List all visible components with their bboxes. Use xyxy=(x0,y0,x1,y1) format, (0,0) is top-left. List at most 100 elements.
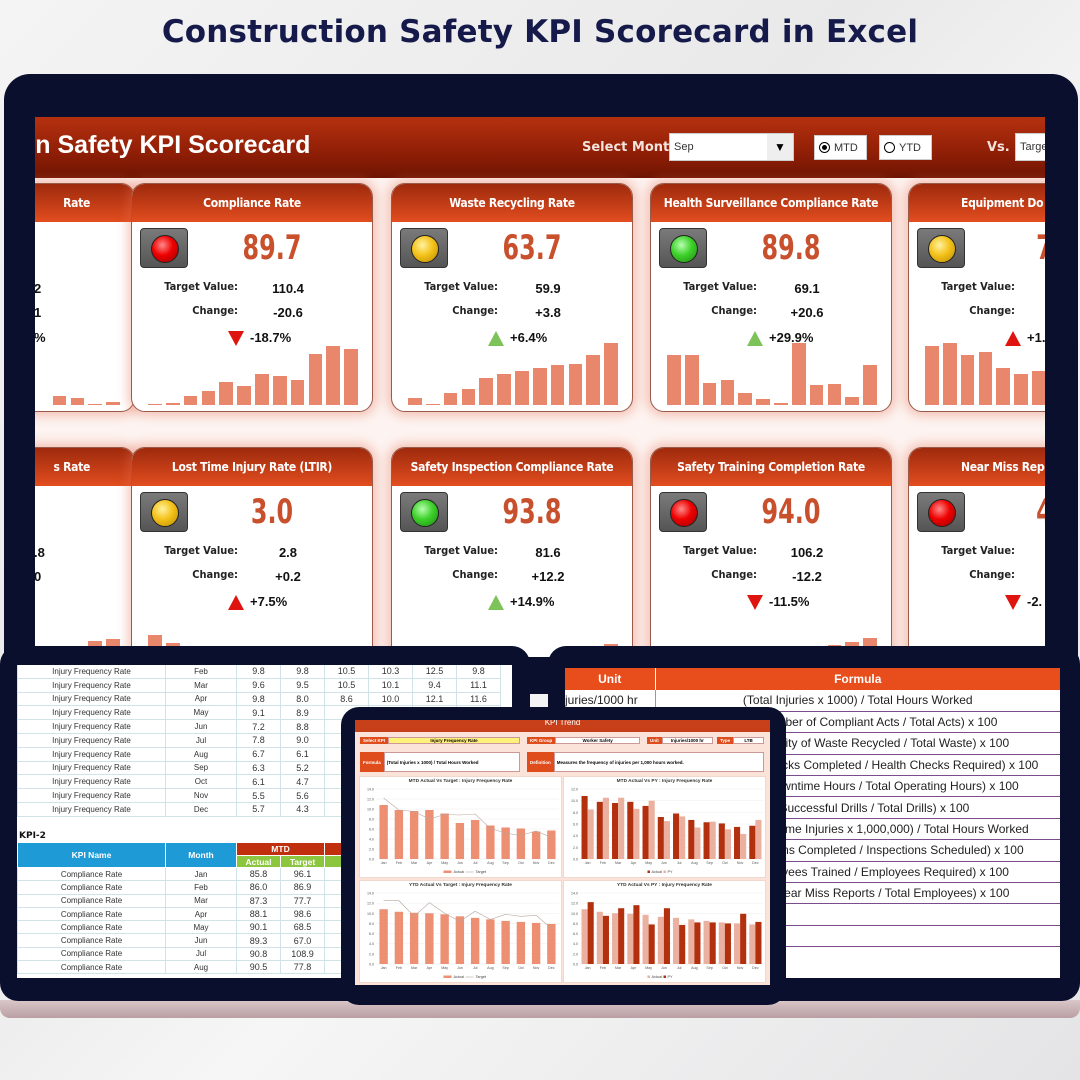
col-group-mtd: MTD xyxy=(235,842,326,856)
col-target: Target xyxy=(279,855,326,868)
vs-dropdown[interactable]: Targe xyxy=(1015,133,1045,161)
table-row: Injury Frequency Rate Mar 9.6 9.5 10.5 10.1 9.… xyxy=(17,677,501,693)
trend-chart: YTD Actual Vs PY : Injury Frequency Rate… xyxy=(563,880,766,983)
unit-label: Unit xyxy=(647,737,662,744)
change-value: +20.6 xyxy=(790,305,824,320)
value-cell: 90.1 xyxy=(236,920,281,935)
kpi-name-cell: Injury Frequency Rate xyxy=(17,665,166,679)
value-cell: 98.6 xyxy=(279,906,326,922)
value-cell: 96.1 xyxy=(279,866,326,882)
kpi-name-cell: Compliance Rate xyxy=(17,866,166,882)
month-cell: Oct xyxy=(165,774,237,790)
value-cell: 9.1 xyxy=(236,705,281,721)
x-tick-label: Mar xyxy=(615,966,622,970)
sparkline-bar xyxy=(183,395,198,405)
bar-py xyxy=(679,816,686,859)
legend-label: Target xyxy=(476,975,487,979)
value-cell: 10.1 xyxy=(368,677,413,693)
sparkline-bar xyxy=(1032,370,1045,405)
value-cell: 9.6 xyxy=(236,677,281,693)
kpi-card: Compliance Rate 89.7 Target Value: Change: 1… xyxy=(131,183,373,412)
value-cell: 89.3 xyxy=(236,933,281,948)
kpi-card: Lost Time Injury Rate (LTIR) 3.0 Target Va… xyxy=(131,447,373,657)
select-month-label: Select Month xyxy=(582,140,679,155)
sparkline-bar xyxy=(667,355,681,405)
sparkline-bar xyxy=(237,385,251,405)
sparkline-bar xyxy=(756,398,770,405)
target-value: 69.1 xyxy=(794,281,820,296)
x-tick-label: Feb xyxy=(600,861,606,865)
traffic-light-icon xyxy=(400,492,448,532)
change-label: Change: xyxy=(452,304,498,317)
month-cell: Feb xyxy=(165,880,237,895)
definition-label: Definition xyxy=(527,752,554,772)
bar-py xyxy=(633,808,640,859)
change-label: Change: xyxy=(452,568,498,581)
bar-actual xyxy=(440,813,449,859)
arrow-up-icon xyxy=(488,331,504,347)
value-cell: 90.8 xyxy=(236,946,281,962)
bar-actual xyxy=(627,913,634,964)
mtd-radio[interactable]: MTD xyxy=(814,135,867,160)
arrow-down-icon xyxy=(1005,595,1021,611)
y-tick-label: 8.0 xyxy=(573,811,578,815)
x-tick-label: Jul xyxy=(473,861,478,865)
y-tick-label: 6.0 xyxy=(369,828,374,832)
bar-actual xyxy=(657,817,664,859)
x-tick-label: Nov xyxy=(533,966,540,970)
kpi-card: Waste Recycling Rate 63.7 Target Value: Cha… xyxy=(391,183,633,412)
legend-swatch xyxy=(443,975,452,978)
sparkline-bar xyxy=(408,397,422,405)
bar-actual xyxy=(486,825,495,859)
chevron-down-icon[interactable]: ▼ xyxy=(767,134,793,160)
change-percent: +1. xyxy=(1005,330,1045,347)
bar-actual xyxy=(581,909,588,964)
change-value: +0.2 xyxy=(275,569,301,584)
ytd-radio[interactable]: YTD xyxy=(879,135,932,160)
x-tick-label: Jun xyxy=(661,966,667,970)
bar-py xyxy=(755,921,762,964)
legend-swatch xyxy=(443,870,452,873)
value-cell: 7.2 xyxy=(236,719,281,734)
value-cell: 6.3 xyxy=(236,760,281,776)
y-tick-label: 14.0 xyxy=(367,788,374,792)
kpi-name-cell: Injury Frequency Rate xyxy=(17,719,166,734)
bar-py xyxy=(679,924,686,964)
kpi-group-label: KPI Group xyxy=(527,737,556,744)
change-value: 0 xyxy=(35,569,94,584)
x-tick-label: May xyxy=(645,861,652,865)
y-tick-label: 0.0 xyxy=(369,963,374,967)
chart-plot: 0.0 2.0 4.0 6.0 8.0 10.0 12.0 Jan Feb Mar Apr May Ju… xyxy=(571,788,763,874)
x-tick-label: May xyxy=(645,966,652,970)
y-tick-label: 10.0 xyxy=(571,799,578,803)
bar-actual xyxy=(440,914,449,964)
month-dropdown[interactable]: Sep ▼ xyxy=(669,133,794,161)
sparkline-chart xyxy=(406,343,618,405)
target-value-label: Target Value: xyxy=(424,280,498,293)
sparkline-bar xyxy=(148,404,162,405)
sparkline-bar xyxy=(106,401,120,405)
target-value-label: Target Value: xyxy=(424,544,498,557)
select-kpi-field[interactable]: Select KPI Injury Frequency Rate xyxy=(360,737,520,744)
legend-label: Actual xyxy=(454,870,465,874)
select-kpi-value[interactable]: Injury Frequency Rate xyxy=(388,737,520,744)
vs-dropdown-value: Targe xyxy=(1020,141,1045,153)
legend-label: PY xyxy=(668,870,674,874)
month-cell: May xyxy=(165,920,237,935)
kpi-name-cell: Compliance Rate xyxy=(17,880,166,895)
x-tick-label: Oct xyxy=(518,966,524,970)
legend-swatch xyxy=(663,975,666,978)
y-tick-label: 4.0 xyxy=(573,942,578,946)
bar-actual xyxy=(394,911,404,964)
change-percent: +14.9% xyxy=(488,594,554,611)
formula-value: (Total Injuries x 1000) / Total Hours Wo… xyxy=(383,752,520,772)
x-tick-label: Sep xyxy=(706,861,712,865)
y-tick-label: 6.0 xyxy=(369,932,374,936)
change-label: Change: xyxy=(711,568,757,581)
unit-cell: juries/1000 hr xyxy=(565,690,656,712)
x-tick-label: Sep xyxy=(706,966,712,970)
bar-py xyxy=(618,797,625,859)
target-value: 106.2 xyxy=(790,545,824,560)
month-cell: Aug xyxy=(165,960,237,975)
value-cell: 8.9 xyxy=(280,705,325,721)
